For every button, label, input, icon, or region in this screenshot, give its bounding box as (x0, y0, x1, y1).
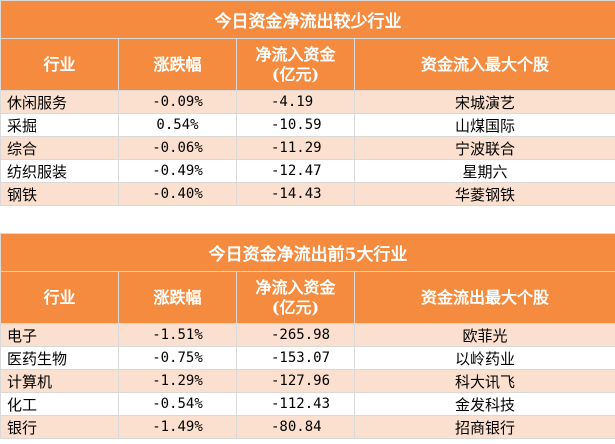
column-header-industry: 行业 (0, 38, 119, 91)
industry-cell: 银行 (0, 415, 119, 439)
table-row: 电子 -1.51% -265.98 欧菲光 (0, 323, 615, 347)
table-row: 医药生物 -0.75% -153.07 以岭药业 (0, 346, 615, 370)
table-row: 银行 -1.49% -80.84 招商银行 (0, 415, 615, 439)
change-cell: -0.06% (118, 136, 237, 160)
stock-cell: 金发科技 (353, 392, 615, 416)
change-cell: 0.54% (118, 113, 237, 137)
industry-cell: 采掘 (0, 113, 119, 137)
table-row: 纺织服装 -0.49% -12.47 星期六 (0, 159, 615, 183)
column-header-change: 涨跌幅 (118, 38, 237, 91)
industry-cell: 计算机 (0, 369, 119, 393)
net-inflow-cell: -80.84 (236, 415, 355, 439)
change-cell: -1.29% (118, 369, 237, 393)
change-cell: -0.75% (118, 346, 237, 370)
table-row: 计算机 -1.29% -127.96 科大讯飞 (0, 369, 615, 393)
table-row: 综合 -0.06% -11.29 宁波联合 (0, 136, 615, 160)
industry-cell: 电子 (0, 323, 119, 347)
change-cell: -0.09% (118, 90, 237, 114)
outflow-top5-table: 今日资金净流出前5大行业 行业 涨跌幅 净流入资金 (亿元) 资金流出最大个股 … (0, 233, 615, 439)
industry-cell: 休闲服务 (0, 90, 119, 114)
stock-cell: 欧菲光 (353, 323, 615, 347)
stock-cell: 宋城演艺 (354, 90, 615, 114)
industry-cell: 钢铁 (0, 182, 119, 206)
table-row: 钢铁 -0.40% -14.43 华菱钢铁 (0, 182, 615, 206)
net-inflow-cell: -265.98 (236, 323, 355, 347)
stock-cell: 星期六 (354, 159, 615, 183)
change-cell: -1.49% (118, 415, 237, 439)
change-cell: -0.54% (118, 392, 237, 416)
change-cell: -1.51% (118, 323, 237, 347)
table-title: 今日资金净流出前5大行业 (0, 233, 615, 272)
column-header-net-inflow: 净流入资金 (亿元) (236, 271, 355, 324)
net-inflow-cell: -112.43 (236, 392, 355, 416)
industry-cell: 医药生物 (0, 346, 119, 370)
industry-cell: 纺织服装 (0, 159, 119, 183)
net-inflow-cell: -14.43 (236, 182, 355, 206)
column-header-net-inflow: 净流入资金 (亿元) (236, 38, 355, 91)
net-inflow-cell: -127.96 (236, 369, 355, 393)
change-cell: -0.40% (118, 182, 237, 206)
stock-cell: 科大讯飞 (353, 369, 615, 393)
net-inflow-cell: -12.47 (236, 159, 355, 183)
column-header-change: 涨跌幅 (118, 271, 237, 324)
column-header-industry: 行业 (0, 271, 119, 324)
net-inflow-cell: -153.07 (236, 346, 355, 370)
table-row: 休闲服务 -0.09% -4.19 宋城演艺 (0, 90, 615, 114)
table-title: 今日资金净流出较少行业 (0, 0, 615, 39)
change-cell: -0.49% (118, 159, 237, 183)
net-inflow-cell: -10.59 (236, 113, 355, 137)
outflow-small-table: 今日资金净流出较少行业 行业 涨跌幅 净流入资金 (亿元) 资金流入最大个股 休… (0, 0, 615, 206)
net-inflow-cell: -11.29 (236, 136, 355, 160)
column-header-top-stock: 资金流入最大个股 (354, 38, 615, 91)
table-row: 采掘 0.54% -10.59 山煤国际 (0, 113, 615, 137)
stock-cell: 华菱钢铁 (354, 182, 615, 206)
table-row: 化工 -0.54% -112.43 金发科技 (0, 392, 615, 416)
stock-cell: 山煤国际 (354, 113, 615, 137)
stock-cell: 招商银行 (353, 415, 615, 439)
column-header-top-stock: 资金流出最大个股 (353, 271, 615, 324)
table-gap (0, 217, 615, 233)
industry-cell: 综合 (0, 136, 119, 160)
stock-cell: 宁波联合 (354, 136, 615, 160)
net-inflow-cell: -4.19 (236, 90, 355, 114)
industry-cell: 化工 (0, 392, 119, 416)
stock-cell: 以岭药业 (353, 346, 615, 370)
